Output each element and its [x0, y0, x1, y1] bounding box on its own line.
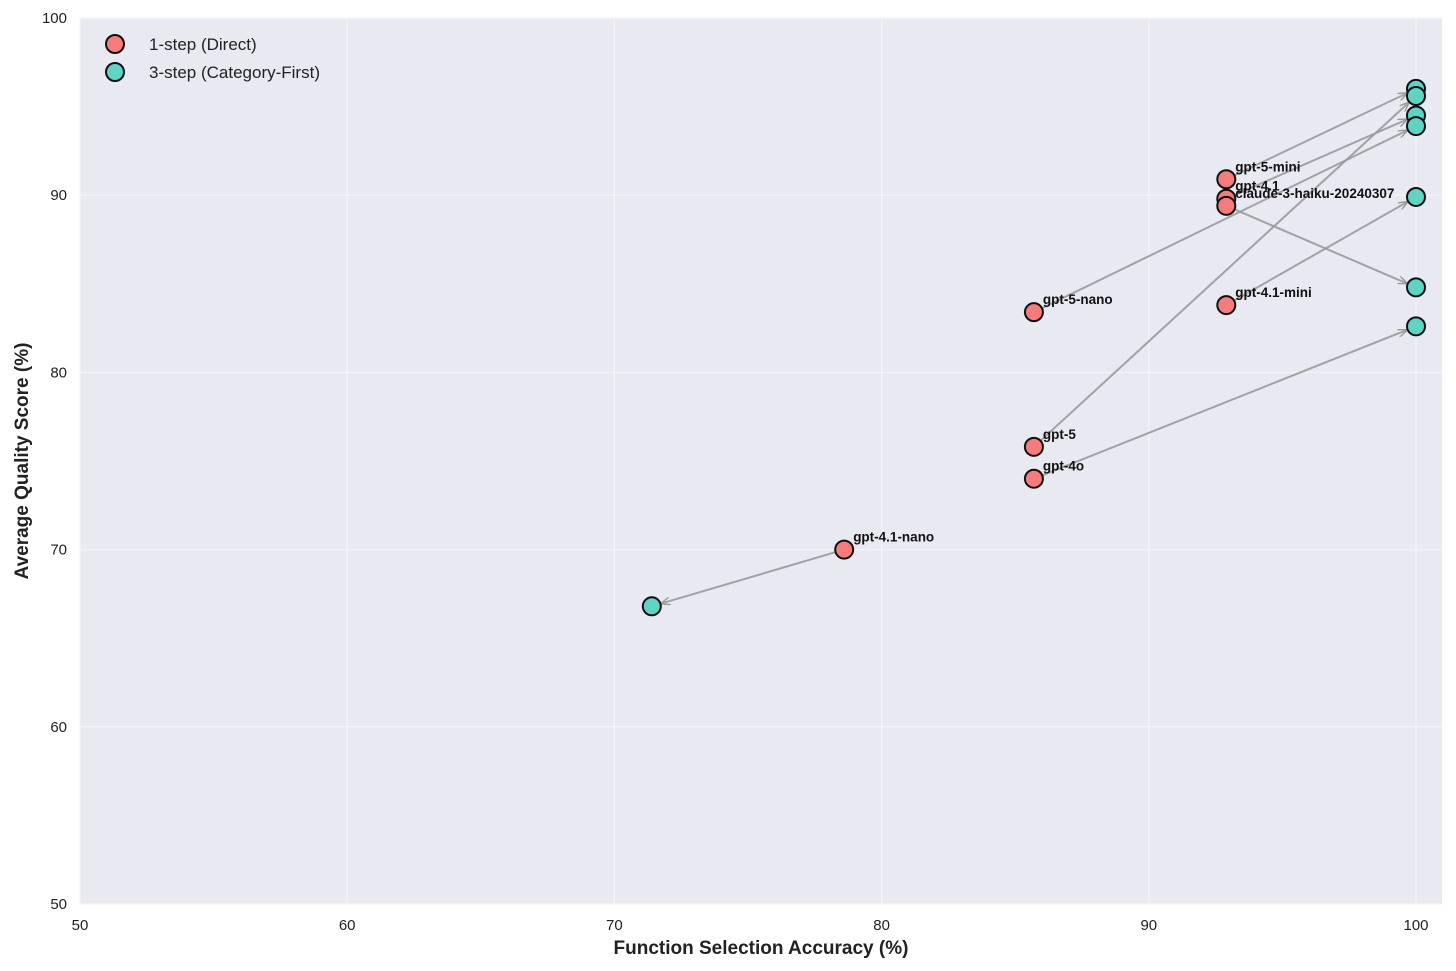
plot-area: [80, 18, 1442, 904]
legend-marker-icon: [105, 34, 125, 54]
arrow-gpt-5: [1033, 103, 1409, 448]
legend-label: 3-step (Category-First): [149, 63, 320, 82]
label-gpt-4o: gpt-4o: [1043, 459, 1084, 474]
y-tick-label: 60: [50, 719, 67, 736]
arrow-gpt-4.1-mini: [1225, 202, 1407, 306]
x-axis-label: Function Selection Accuracy (%): [614, 938, 909, 959]
point-claude-3-haiku-20240307: [1216, 195, 1237, 216]
point-gpt-4.1-nano: [834, 539, 855, 560]
y-axis-label: Average Quality Score (%): [12, 343, 33, 580]
label-gpt-4.1-mini: gpt-4.1-mini: [1235, 285, 1312, 300]
point-gpt-5: [1023, 436, 1044, 457]
x-tick-label: 100: [1403, 917, 1428, 934]
data-points: [641, 78, 1426, 617]
point-claude-3-haiku-20240307: [1406, 277, 1426, 298]
x-tick-label: 70: [606, 917, 623, 934]
point-gpt-5: [1406, 85, 1426, 106]
x-tick-label: 90: [1140, 917, 1157, 934]
arrow-gpt-5-mini: [1225, 93, 1407, 181]
connection-arrows: [661, 93, 1408, 603]
point-gpt-5-mini: [1216, 169, 1237, 190]
y-tick-label: 100: [42, 10, 67, 27]
y-tick-label: 70: [50, 542, 67, 559]
legend-label: 1-step (Direct): [149, 35, 257, 54]
legend-marker-icon: [105, 62, 125, 82]
label-gpt-5-nano: gpt-5-nano: [1043, 292, 1113, 307]
point-gpt-4.1-mini: [1216, 295, 1237, 316]
y-axis-ticks: 50 60 70 80 90 100: [42, 10, 67, 913]
legend: 1-step (Direct) 3-step (Category-First): [105, 34, 320, 82]
arrow-gpt-4o: [1033, 330, 1407, 480]
point-gpt-5-nano: [1406, 116, 1426, 137]
label-claude-3-haiku-20240307: claude-3-haiku-20240307: [1235, 186, 1394, 201]
label-gpt-4.1: gpt-4.1: [1235, 179, 1280, 194]
label-gpt-5-mini: gpt-5-mini: [1235, 159, 1300, 174]
point-gpt-4o: [1023, 468, 1044, 489]
x-tick-label: 50: [72, 917, 89, 934]
point-gpt-4.1-nano: [641, 596, 662, 617]
point-gpt-4.1-mini: [1406, 186, 1426, 207]
x-axis-ticks: 50 60 70 80 90 100: [72, 917, 1429, 934]
y-tick-label: 80: [50, 364, 67, 381]
y-tick-label: 90: [50, 187, 67, 204]
label-gpt-4.1-nano: gpt-4.1-nano: [853, 530, 934, 545]
point-gpt-4o: [1406, 316, 1426, 337]
x-tick-label: 60: [339, 917, 356, 934]
arrow-gpt-4.1-nano: [661, 548, 845, 604]
arrow-claude-3-haiku-20240307: [1225, 204, 1407, 284]
grid-lines: [79, 17, 1442, 905]
label-gpt-5: gpt-5: [1043, 427, 1076, 442]
point-gpt-5-nano: [1023, 302, 1044, 323]
x-tick-label: 80: [873, 917, 890, 934]
point-labels: gpt-5-mini gpt-4.1claude-3-haiku-20240307…: [853, 159, 1394, 544]
y-tick-label: 50: [50, 896, 67, 913]
